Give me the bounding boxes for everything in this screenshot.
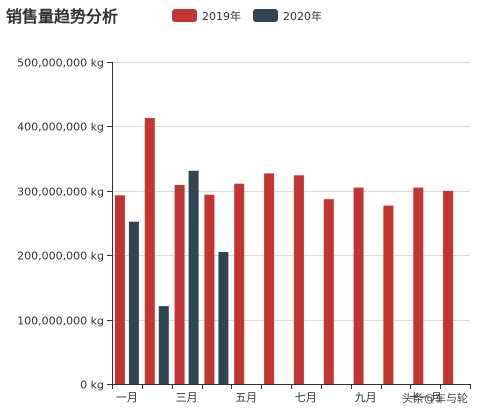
bar-2019年-六月[interactable] (264, 173, 275, 384)
bars (114, 118, 454, 384)
bar-2019年-五月[interactable] (234, 183, 245, 384)
x-axis-labels: 一月 三月 五月 七月 九月 十一月 (112, 384, 471, 404)
x-tick-label: 一月 (116, 391, 138, 404)
y-tick-label: 400,000,000 kg (17, 121, 104, 134)
bar-2019年-四月[interactable] (204, 194, 215, 384)
bar-2019年-二月[interactable] (144, 118, 155, 384)
y-tick-label: 300,000,000 kg (17, 186, 104, 199)
bar-2019年-七月[interactable] (293, 175, 304, 384)
y-tick-label: 100,000,000 kg (17, 315, 104, 328)
bar-2020年-一月[interactable] (128, 221, 139, 384)
chart-title: 销售量趋势分析 (6, 7, 118, 26)
bar-2019年-九月[interactable] (353, 187, 364, 384)
legend-item-2020[interactable]: 2020年 (253, 9, 322, 23)
x-tick-label: 十一月 (409, 390, 442, 404)
watermark-text: 头条@车与轮 (402, 391, 468, 405)
legend-item-2019[interactable]: 2019年 (172, 9, 241, 23)
x-tick-label: 五月 (235, 391, 257, 404)
y-axis-labels: 0 kg 100,000,000 kg 200,000,000 kg 300,000,… (17, 57, 112, 392)
x-tick-label: 九月 (355, 391, 377, 404)
grid-lines (112, 62, 470, 321)
bar-2019年-八月[interactable] (323, 199, 334, 384)
bar-2020年-四月[interactable] (218, 252, 229, 384)
y-tick-label: 500,000,000 kg (17, 57, 104, 70)
legend-swatch-2020 (253, 9, 278, 22)
bar-2019年-三月[interactable] (174, 185, 185, 384)
legend-swatch-2019 (172, 9, 197, 22)
x-tick-label: 三月 (176, 391, 198, 404)
bar-2019年-十月[interactable] (383, 205, 394, 384)
bar-2019年-十二月[interactable] (443, 190, 454, 384)
legend-label-2019: 2019年 (202, 9, 241, 23)
x-tick-label: 七月 (295, 391, 317, 404)
bar-2019年-一月[interactable] (114, 195, 125, 384)
bar-2019年-十一月[interactable] (413, 187, 424, 384)
legend-label-2020: 2020年 (283, 9, 322, 23)
bar-2020年-三月[interactable] (188, 170, 199, 384)
legend: 2019年 2020年 (172, 9, 322, 23)
y-tick-label: 200,000,000 kg (17, 250, 104, 263)
y-tick-label: 0 kg (80, 379, 104, 392)
bar-2020年-二月[interactable] (158, 306, 169, 384)
